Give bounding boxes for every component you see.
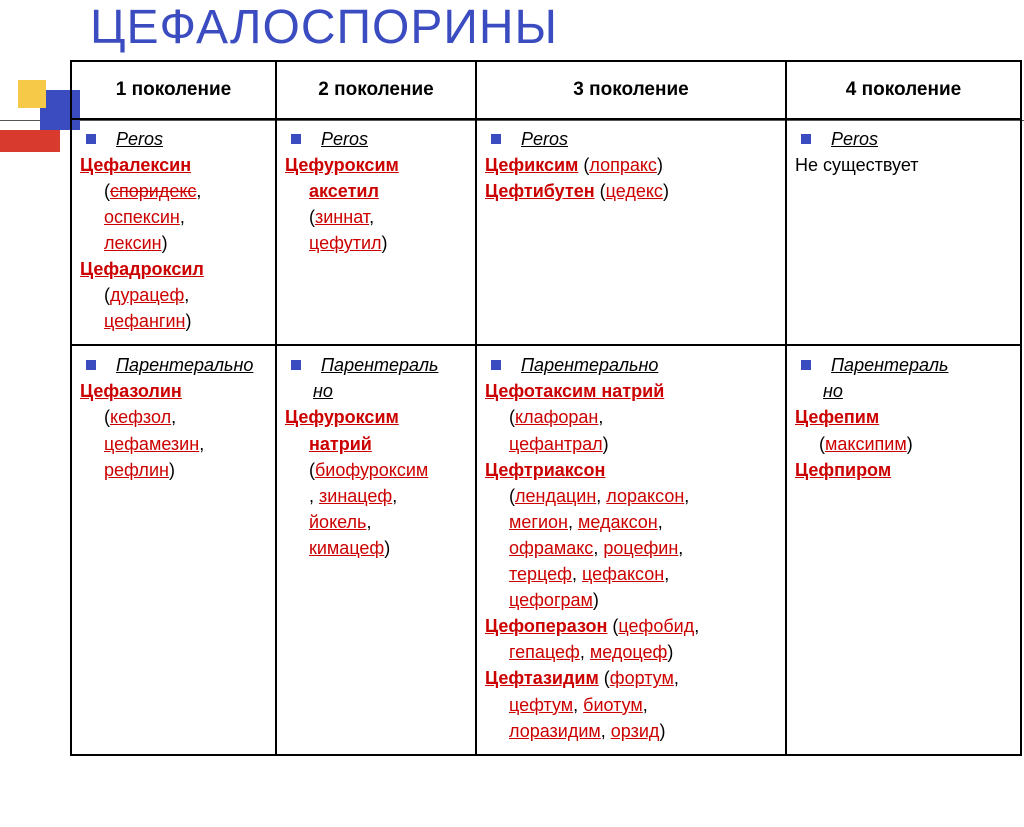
brand-name: лораксон <box>606 486 684 506</box>
drug-name: Цефепим <box>795 407 879 427</box>
brand-name: кефзол <box>110 407 171 427</box>
bullet-icon <box>86 360 96 370</box>
drug-name: натрий <box>309 434 372 454</box>
brand-name: лексин <box>104 233 162 253</box>
bullet-icon <box>291 360 301 370</box>
decoration <box>0 80 70 170</box>
peros-gen1: Peros Цефалексин (споридекс, оспексин, л… <box>71 119 276 346</box>
drug-name: аксетил <box>309 181 379 201</box>
peros-gen3: Peros Цефиксим (лопракс) Цефтибутен (цед… <box>476 119 786 346</box>
col-header-4: 4 поколение <box>786 61 1021 119</box>
bullet-icon <box>86 134 96 144</box>
cephalosporins-table: 1 поколение 2 поколение 3 поколение 4 по… <box>70 60 1022 756</box>
drug-name: Цефиксим <box>485 155 578 175</box>
drug-name: Цефалексин <box>80 155 191 175</box>
route-label: Peros <box>116 129 163 149</box>
brand-name: цефантрал <box>509 434 603 454</box>
parenteral-gen4: Парентераль но Цефепим (максипим) Цефпир… <box>786 345 1021 754</box>
brand-name: цефобид <box>618 616 694 636</box>
drug-name: Цефазолин <box>80 381 182 401</box>
drug-name: Цефтриаксон <box>485 460 605 480</box>
yellow-square <box>18 80 46 108</box>
brand-name: клафоран <box>515 407 598 427</box>
drug-name: Цефуроксим <box>285 407 399 427</box>
drug-name: Цефпиром <box>795 460 891 480</box>
drug-name: Цефуроксим <box>285 155 399 175</box>
slide-title: ЦЕФАЛОСПОРИНЫ <box>90 0 558 55</box>
drug-name: Цефоперазон <box>485 616 607 636</box>
brand-name: орзид <box>611 721 660 741</box>
brand-name: гепацеф <box>509 642 580 662</box>
route-label: Парентераль <box>831 355 948 375</box>
brand-name: цефангин <box>104 311 185 331</box>
brand-name: цефаксон <box>582 564 664 584</box>
brand-name: офрамакс <box>509 538 593 558</box>
col-header-3: 3 поколение <box>476 61 786 119</box>
brand-name: зиннат <box>315 207 369 227</box>
route-label: Peros <box>521 129 568 149</box>
brand-name: медаксон <box>578 512 658 532</box>
brand-name: цефамезин <box>104 434 199 454</box>
brand-name: мегион <box>509 512 568 532</box>
brand-name: медоцеф <box>590 642 667 662</box>
peros-gen4: Peros Не существует <box>786 119 1021 346</box>
bullet-icon <box>491 360 501 370</box>
route-label: Peros <box>831 129 878 149</box>
brand-name: максипим <box>825 434 907 454</box>
col-header-1: 1 поколение <box>71 61 276 119</box>
slide: ЦЕФАЛОСПОРИНЫ 1 поколение 2 поколение 3 … <box>0 0 1024 827</box>
route-label: Парентерально <box>521 355 658 375</box>
drug-name: Цефадроксил <box>80 259 204 279</box>
col-header-2: 2 поколение <box>276 61 476 119</box>
drug-name: Цефтибутен <box>485 181 595 201</box>
route-label-cont: но <box>313 381 333 401</box>
route-label-cont: но <box>823 381 843 401</box>
bullet-icon <box>801 360 811 370</box>
brand-name: биофуроксим <box>315 460 428 480</box>
bullet-icon <box>491 134 501 144</box>
brand-name: дурацеф <box>110 285 184 305</box>
brand-name: цедекс <box>606 181 663 201</box>
brand-name: цефтум <box>509 695 573 715</box>
text: Не существует <box>795 155 919 175</box>
row-peros: Peros Цефалексин (споридекс, оспексин, л… <box>71 119 1021 346</box>
brand-name: зинацеф <box>319 486 392 506</box>
brand-name: цефограм <box>509 590 593 610</box>
route-label: Парентераль <box>321 355 438 375</box>
brand-name: лендацин <box>515 486 596 506</box>
brand-name: биотум <box>583 695 643 715</box>
parenteral-gen2: Парентераль но Цефуроксим натрий (биофур… <box>276 345 476 754</box>
drug-name: Цефотаксим натрий <box>485 381 664 401</box>
parenteral-gen1: Парентерально Цефазолин (кефзол, цефамез… <box>71 345 276 754</box>
route-label: Парентерально <box>116 355 253 375</box>
row-parenteral: Парентерально Цефазолин (кефзол, цефамез… <box>71 345 1021 754</box>
header-row: 1 поколение 2 поколение 3 поколение 4 по… <box>71 61 1021 119</box>
brand-name: споридекс <box>110 181 196 201</box>
brand-name: рефлин <box>104 460 169 480</box>
brand-name: кимацеф <box>309 538 384 558</box>
brand-name: терцеф <box>509 564 572 584</box>
brand-name: йокель <box>309 512 366 532</box>
peros-gen2: Peros Цефуроксим аксетил (зиннат, цефути… <box>276 119 476 346</box>
brand-name: фортум <box>610 668 674 688</box>
brand-name: роцефин <box>603 538 678 558</box>
brand-name: лопракс <box>589 155 657 175</box>
parenteral-gen3: Парентерально Цефотаксим натрий (клафора… <box>476 345 786 754</box>
bullet-icon <box>291 134 301 144</box>
drug-name: Цефтазидим <box>485 668 599 688</box>
brand-name: оспексин <box>104 207 180 227</box>
route-label: Peros <box>321 129 368 149</box>
brand-name: лоразидим <box>509 721 601 741</box>
red-rectangle <box>0 130 60 152</box>
brand-name: цефутил <box>309 233 382 253</box>
bullet-icon <box>801 134 811 144</box>
